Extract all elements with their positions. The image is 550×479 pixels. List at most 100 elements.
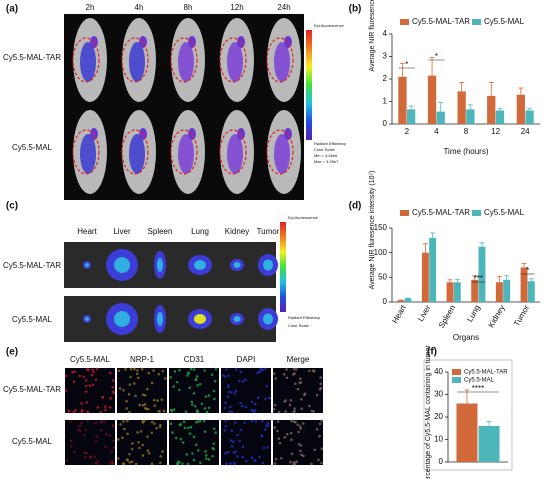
organ-core bbox=[114, 311, 130, 327]
cell bbox=[104, 432, 108, 436]
cell bbox=[94, 461, 97, 465]
cell bbox=[87, 368, 90, 372]
cell bbox=[299, 449, 302, 453]
cell bbox=[187, 371, 191, 375]
cell bbox=[302, 454, 305, 458]
cell bbox=[266, 445, 269, 449]
organ-core bbox=[85, 317, 89, 321]
cell bbox=[303, 392, 307, 396]
label: 0 bbox=[439, 457, 444, 466]
cell bbox=[84, 379, 88, 382]
cell bbox=[93, 455, 96, 459]
label: 0 bbox=[383, 297, 388, 306]
organ-core bbox=[157, 258, 163, 272]
cell bbox=[250, 408, 254, 412]
cell bbox=[234, 450, 238, 453]
label: 12h bbox=[230, 3, 243, 12]
cell bbox=[192, 392, 196, 395]
cell bbox=[137, 440, 140, 444]
label: 4h bbox=[135, 3, 144, 12]
cell bbox=[253, 402, 257, 406]
cell bbox=[319, 382, 323, 385]
label: Cy5.5-MAL-TAR bbox=[3, 385, 61, 394]
label: DAPI bbox=[237, 355, 256, 364]
cell bbox=[131, 442, 134, 445]
cell bbox=[272, 372, 276, 375]
cell bbox=[153, 422, 156, 425]
cell bbox=[84, 428, 88, 432]
cell bbox=[213, 397, 216, 401]
label: 150 bbox=[374, 223, 388, 232]
label: 8 bbox=[464, 127, 469, 136]
cell bbox=[91, 383, 95, 387]
cell bbox=[173, 370, 177, 373]
label: 3 bbox=[383, 52, 388, 61]
cell bbox=[238, 439, 241, 443]
cell bbox=[196, 420, 200, 423]
signal bbox=[80, 134, 96, 174]
cell bbox=[108, 433, 111, 437]
cell bbox=[193, 404, 197, 408]
label: Max = 3.29e7 bbox=[314, 159, 339, 164]
label: Radiant Efficiency bbox=[314, 141, 346, 146]
cell bbox=[118, 387, 122, 390]
cell bbox=[214, 367, 218, 371]
cell bbox=[125, 407, 129, 410]
cell bbox=[272, 408, 276, 411]
label: Tumor bbox=[512, 303, 531, 328]
cell bbox=[155, 426, 158, 430]
signal bbox=[129, 42, 145, 82]
cell bbox=[205, 410, 209, 414]
bar bbox=[495, 282, 503, 302]
cell bbox=[192, 435, 196, 439]
cell bbox=[308, 369, 311, 373]
label: 100 bbox=[374, 248, 388, 257]
bar bbox=[436, 111, 445, 124]
cell bbox=[101, 395, 105, 399]
cell bbox=[94, 378, 98, 381]
cell bbox=[119, 423, 122, 426]
cell bbox=[239, 370, 242, 374]
cell bbox=[229, 439, 233, 442]
cell bbox=[127, 392, 131, 396]
cell bbox=[301, 422, 305, 425]
cell bbox=[188, 386, 192, 389]
cell bbox=[190, 403, 194, 406]
cell bbox=[71, 370, 74, 374]
label: 10 bbox=[434, 435, 443, 444]
cell bbox=[204, 454, 208, 457]
colorbar bbox=[280, 222, 286, 312]
cell bbox=[254, 420, 258, 423]
cell bbox=[214, 431, 218, 434]
legend-swatch bbox=[452, 369, 461, 375]
cell bbox=[103, 405, 107, 408]
cell bbox=[126, 432, 129, 436]
cell bbox=[130, 447, 134, 451]
bar bbox=[404, 298, 412, 302]
label: Merge bbox=[287, 355, 310, 364]
cell bbox=[226, 395, 230, 398]
cell bbox=[292, 367, 296, 371]
label: 2 bbox=[405, 127, 410, 136]
cell bbox=[78, 374, 82, 378]
cell bbox=[296, 387, 300, 391]
label: (f) bbox=[427, 347, 437, 358]
roi bbox=[170, 129, 198, 175]
cell bbox=[198, 419, 202, 423]
label: Tumor bbox=[257, 227, 280, 236]
micrograph bbox=[221, 420, 271, 465]
cell bbox=[136, 369, 139, 372]
cell bbox=[227, 385, 230, 389]
bar bbox=[398, 76, 407, 124]
cell bbox=[200, 402, 204, 406]
cell bbox=[85, 401, 89, 404]
roi bbox=[266, 129, 294, 175]
label: Heart bbox=[390, 303, 408, 325]
cell bbox=[225, 462, 228, 466]
cell bbox=[146, 387, 149, 391]
cell bbox=[76, 427, 80, 431]
organ-core bbox=[114, 257, 130, 273]
cell bbox=[250, 400, 253, 404]
label: **** bbox=[472, 384, 484, 393]
cell bbox=[202, 419, 206, 423]
